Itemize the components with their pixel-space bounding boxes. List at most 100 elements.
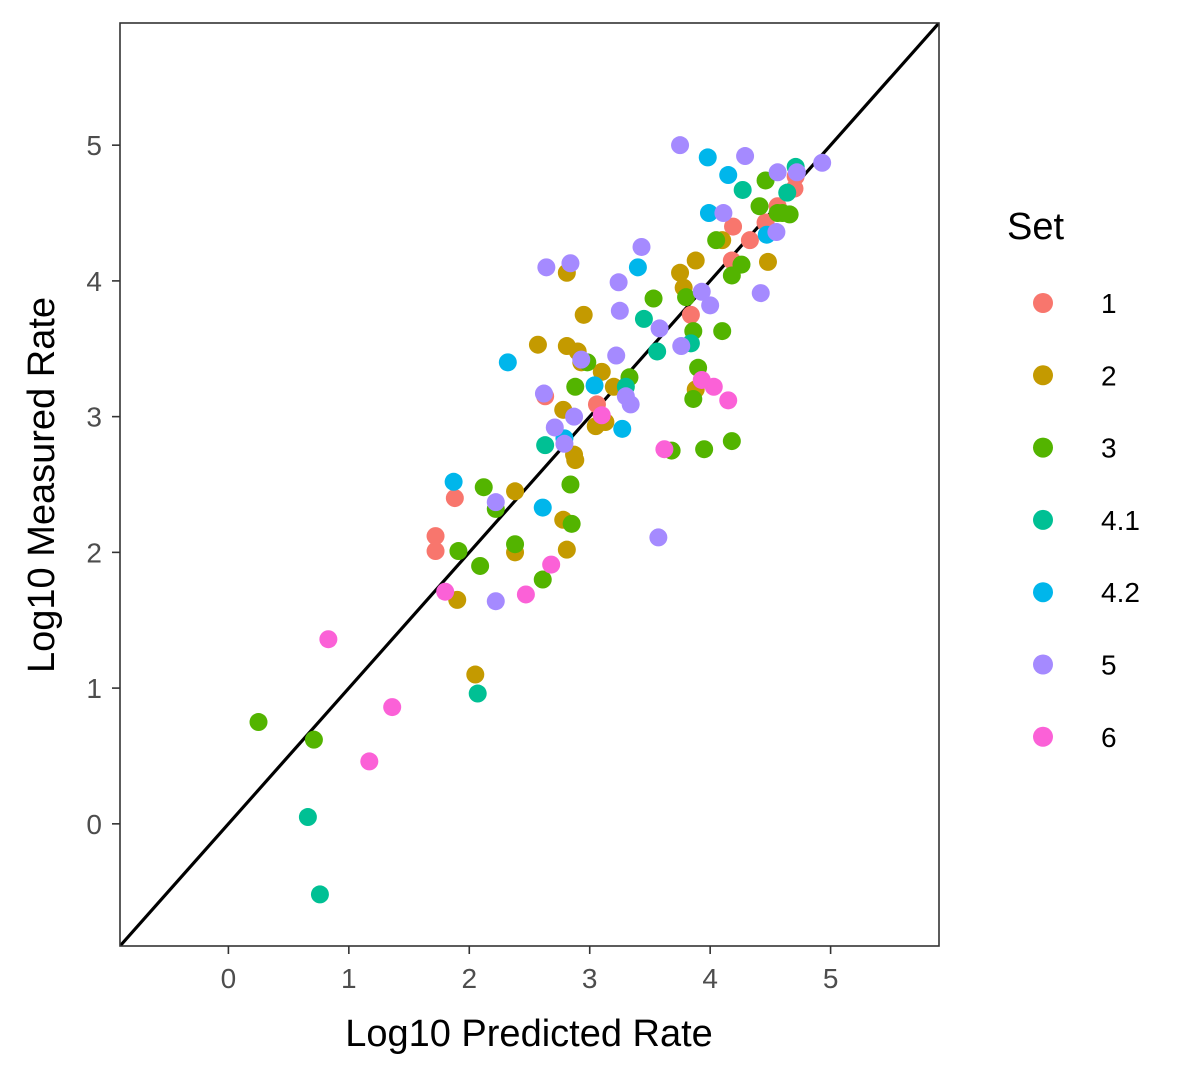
data-point [704,377,723,396]
data-point [767,223,786,242]
legend-item: 2 [1033,360,1117,391]
y-tick-label: 5 [86,130,102,161]
data-point [444,472,463,491]
data-point [555,434,574,453]
data-point [298,808,317,827]
data-point [486,493,505,512]
data-point [566,377,585,396]
data-point [537,258,556,277]
data-point [813,153,832,172]
data-point [607,346,626,365]
data-point [681,305,700,324]
data-point [249,713,268,732]
data-point [724,217,743,236]
data-point [545,418,564,437]
x-tick-label: 5 [823,963,839,994]
data-point [671,263,690,282]
legend-item: 4.2 [1033,577,1140,608]
data-point [585,376,604,395]
data-point [609,273,628,292]
data-point [542,555,561,574]
data-point [466,665,485,684]
legend-label: 2 [1101,360,1117,391]
legend-key-marker [1033,654,1053,675]
series-set-5 [486,136,832,611]
data-point [751,284,770,303]
legend-item: 3 [1033,433,1117,464]
data-point [778,183,797,202]
legend-label: 1 [1101,288,1117,319]
data-point [516,585,535,604]
data-point [628,258,647,277]
y-axis: 0 1 2 3 4 5 [86,130,120,840]
legend-key-marker [1033,726,1053,747]
legend-key-marker [1033,293,1053,313]
y-tick-label: 3 [86,402,102,433]
data-point [436,582,455,601]
legend-key-marker [1033,437,1053,458]
data-point [701,296,720,315]
data-point [719,391,738,410]
y-tick-label: 1 [86,673,102,704]
data-point [561,475,580,494]
data-point [498,353,517,372]
data-point [613,419,632,438]
data-point [699,204,718,223]
data-point [733,180,752,199]
data-point [574,305,593,324]
x-tick-label: 4 [702,963,718,994]
legend-label: 3 [1101,433,1117,464]
data-point [506,482,525,501]
data-point [768,163,787,182]
data-point [648,342,667,361]
data-point [649,528,668,547]
legend-key-marker [1033,509,1053,530]
legend-item: 4.1 [1033,505,1140,536]
data-point [471,556,490,575]
data-point [644,289,663,308]
data-point [655,440,674,459]
data-point [780,205,799,224]
data-point [692,282,711,301]
data-point [695,440,714,459]
data-point [449,542,468,561]
data-point [736,147,755,166]
data-point [565,407,584,426]
data-point [534,384,553,403]
data-point [592,406,611,425]
data-point [360,752,379,771]
data-point [722,432,741,451]
data-point [610,301,629,320]
legend-item: 1 [1033,288,1117,319]
y-tick-label: 2 [86,537,102,568]
y-tick-label: 4 [86,266,102,297]
data-point [319,630,338,649]
x-tick-label: 3 [582,963,598,994]
data-point [634,309,653,328]
legend-item: 5 [1033,650,1117,681]
x-tick-label: 1 [341,963,357,994]
data-point [561,254,580,273]
data-point [672,337,691,356]
data-point [572,350,591,369]
data-point [713,322,732,341]
data-point [533,498,552,517]
x-tick-label: 2 [461,963,477,994]
data-point [621,395,640,414]
data-point [528,335,547,354]
data-point [310,885,329,904]
legend-key-marker [1033,365,1053,386]
data-point [758,252,777,271]
data-point [562,514,581,533]
x-axis: 0 1 2 3 4 5 [221,946,839,994]
data-point [468,684,487,703]
data-point [536,436,555,455]
data-point [533,570,552,589]
data-point [426,542,445,561]
data-point [426,527,445,546]
series-set-3 [249,171,799,749]
data-point [592,362,611,381]
series-set-4-1 [298,157,805,904]
data-point [445,489,464,508]
